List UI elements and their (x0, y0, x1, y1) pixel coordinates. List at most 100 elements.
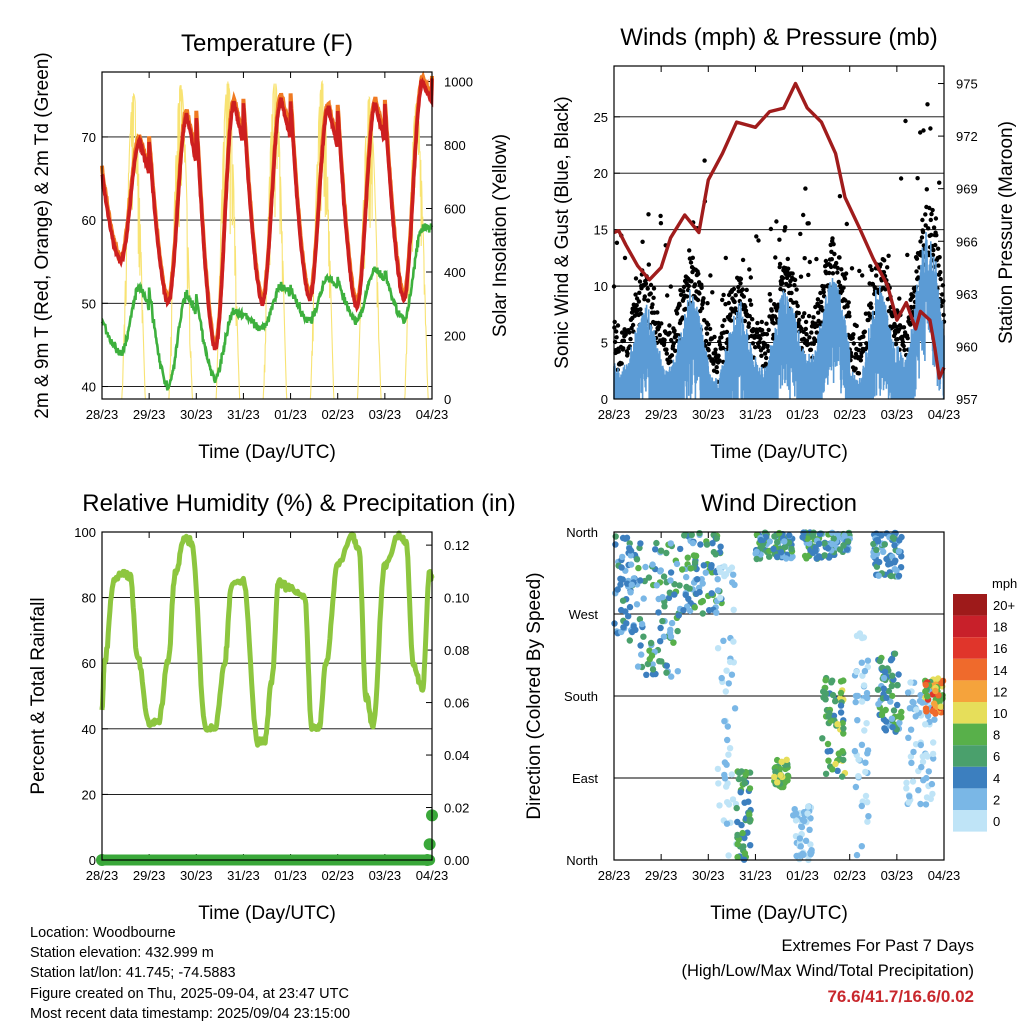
direction-point (930, 739, 937, 746)
direction-point (618, 564, 625, 571)
gust-point (614, 329, 619, 334)
legend-label: 12 (993, 684, 1007, 699)
direction-point (684, 554, 691, 561)
direction-point (637, 642, 644, 649)
gust-point (762, 351, 768, 356)
direction-point (717, 594, 724, 601)
direction-point (832, 698, 839, 705)
x-tick-label: 31/23 (739, 407, 772, 422)
gust-point (746, 321, 752, 326)
direction-point (640, 633, 647, 640)
gust-point (711, 361, 716, 366)
y-tick-label: 20 (594, 166, 608, 181)
direction-point (799, 850, 806, 857)
direction-point (682, 591, 689, 599)
direction-point (657, 567, 664, 574)
direction-point (746, 811, 753, 819)
direction-point (885, 687, 892, 695)
gust-point (816, 318, 821, 324)
y2-tick-label: 963 (956, 287, 978, 302)
direction-point (864, 799, 871, 806)
direction-point (734, 831, 741, 839)
direction-point (614, 586, 621, 593)
direction-point (864, 818, 871, 825)
legend-label: 4 (993, 771, 1000, 786)
gust-point (740, 257, 746, 263)
gust-point (931, 247, 936, 253)
direction-point (653, 582, 660, 589)
gust-point (636, 299, 642, 304)
direction-point (809, 532, 817, 539)
direction-point (841, 532, 848, 539)
precip-point (423, 838, 436, 851)
direction-point (708, 562, 715, 569)
direction-point (778, 758, 785, 765)
gust-point (733, 306, 738, 311)
direction-point (774, 538, 781, 546)
gust-point (831, 242, 836, 247)
direction-point (773, 553, 781, 560)
direction-point (927, 795, 934, 803)
direction-point (657, 624, 664, 632)
gust-point (827, 270, 832, 276)
direction-point (619, 597, 627, 604)
gust-point (800, 314, 805, 319)
y-tick-label: 80 (82, 591, 96, 606)
x-tick-label: 28/23 (86, 407, 119, 422)
gust-point (802, 311, 807, 316)
gust-point (616, 349, 621, 354)
gust-point (642, 294, 647, 299)
direction-point (626, 603, 634, 611)
gust-point (929, 211, 934, 217)
gust-point (768, 298, 773, 303)
direction-point (881, 668, 889, 675)
direction-point (628, 581, 635, 588)
y-axis-label: Sonic Wind & Gust (Blue, Black) (552, 96, 573, 368)
direction-point (674, 627, 681, 635)
gust-point (704, 326, 709, 331)
gust-point (701, 296, 706, 301)
gust-point (684, 294, 690, 299)
direction-point (673, 560, 681, 568)
direction-point (697, 599, 705, 606)
gust-point (736, 284, 741, 290)
gust-point (851, 332, 856, 337)
temp-2m-line (100, 76, 434, 351)
direction-point (922, 751, 930, 758)
gust-point (809, 330, 814, 335)
gust-point (930, 207, 935, 213)
gust-point (769, 308, 774, 313)
gust-point (699, 306, 705, 311)
gust-point (667, 323, 672, 328)
direction-point (913, 706, 920, 713)
gust-point (619, 330, 625, 335)
gust-point (664, 351, 669, 356)
gust-point (646, 212, 651, 217)
plot-border (101, 531, 433, 861)
x-tick-label: 01/23 (786, 868, 819, 883)
direction-point (829, 691, 837, 699)
gust-point (681, 289, 686, 294)
gust-point (918, 239, 923, 244)
gust-point (846, 300, 851, 305)
direction-point (665, 594, 673, 602)
direction-point (696, 530, 703, 537)
direction-point (668, 619, 676, 627)
gust-point (845, 304, 850, 309)
direction-point (718, 674, 725, 682)
direction-point (714, 587, 722, 594)
direction-point (858, 698, 866, 705)
direction-point (653, 539, 660, 547)
gust-point (713, 347, 718, 352)
gust-point (903, 118, 908, 124)
gust-point (920, 229, 926, 235)
x-tick-label: 03/23 (881, 407, 914, 422)
gust-point (919, 235, 925, 240)
direction-point (858, 659, 865, 666)
direction-point (747, 842, 754, 849)
gust-point (747, 267, 752, 272)
legend-swatch (953, 788, 987, 810)
y-tick-label: 70 (82, 130, 96, 145)
y2-tick-label: 600 (444, 202, 466, 217)
